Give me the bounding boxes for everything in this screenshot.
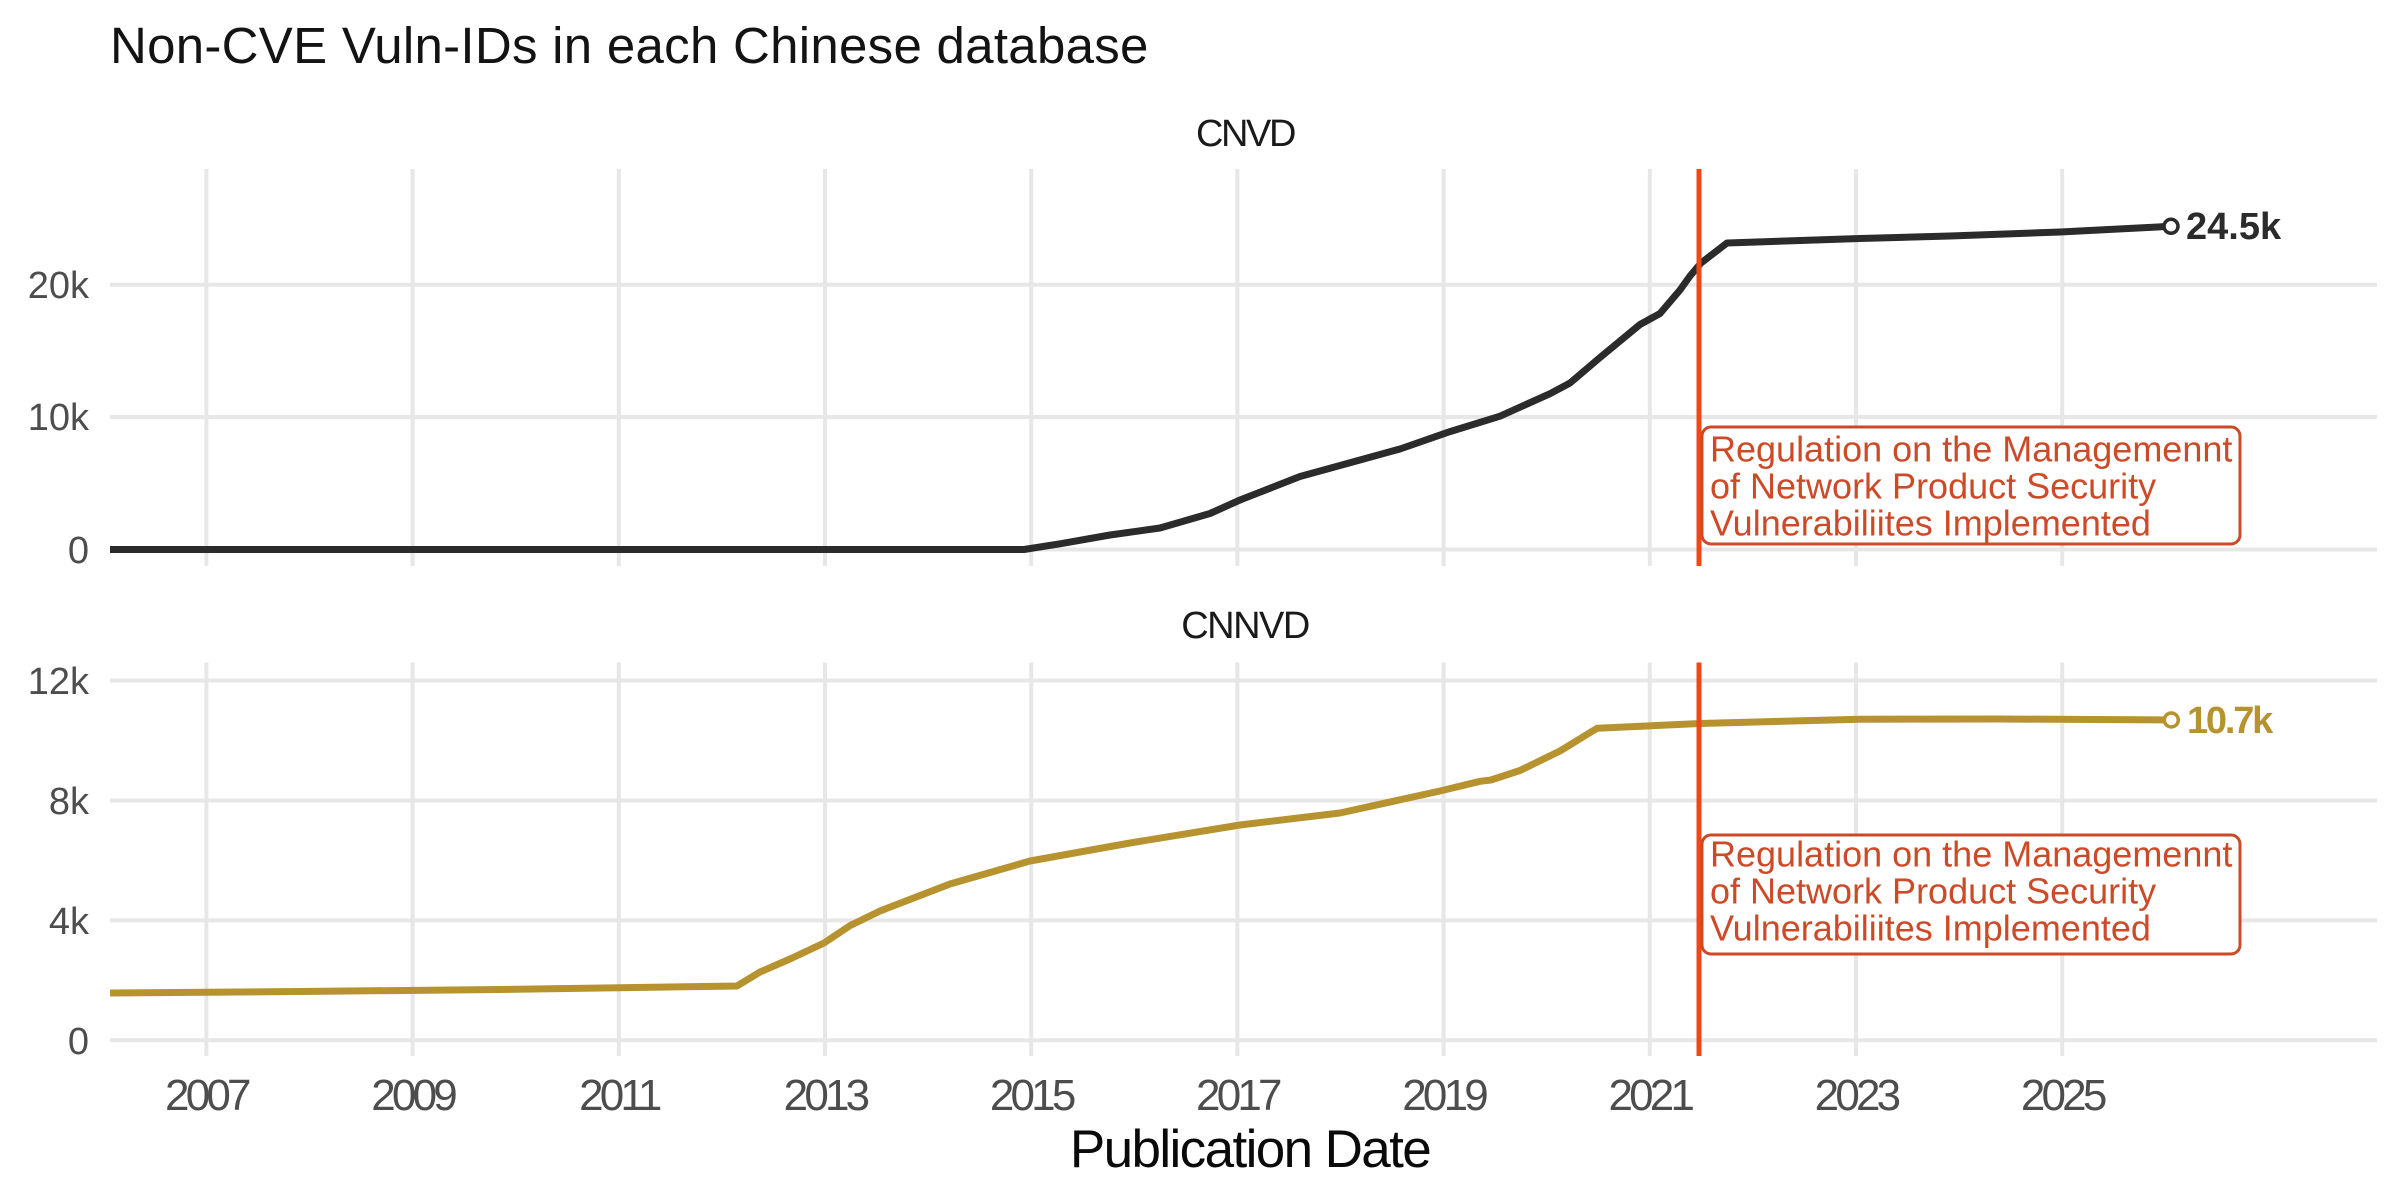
svg-text:20k: 20k	[28, 265, 90, 307]
svg-text:Non-CVE Vuln-IDs in each Chine: Non-CVE Vuln-IDs in each Chinese databas…	[110, 17, 1149, 74]
svg-text:2013: 2013	[784, 1071, 869, 1120]
svg-text:Publication Date: Publication Date	[1070, 1120, 1430, 1179]
svg-text:2009: 2009	[371, 1071, 456, 1120]
svg-text:24.5k: 24.5k	[2186, 206, 2282, 248]
svg-text:0: 0	[68, 530, 89, 572]
svg-text:Vulnerabiliites Implemented: Vulnerabiliites Implemented	[1710, 908, 2151, 949]
svg-text:2017: 2017	[1196, 1071, 1281, 1120]
svg-text:10k: 10k	[28, 397, 90, 439]
svg-text:10.7k: 10.7k	[2187, 700, 2274, 742]
svg-text:2019: 2019	[1402, 1071, 1487, 1120]
svg-text:2021: 2021	[1608, 1071, 1693, 1120]
svg-text:of Network Product Security: of Network Product Security	[1710, 466, 2156, 507]
svg-text:2015: 2015	[990, 1071, 1075, 1120]
svg-text:0: 0	[68, 1021, 89, 1063]
svg-text:CNNVD: CNNVD	[1181, 605, 1309, 647]
svg-text:Regulation on the Managemennt: Regulation on the Managemennt	[1710, 429, 2232, 470]
svg-text:Regulation on the Managemennt: Regulation on the Managemennt	[1710, 834, 2232, 875]
svg-text:2007: 2007	[165, 1071, 250, 1120]
svg-text:2025: 2025	[2021, 1071, 2106, 1120]
svg-text:Vulnerabiliites Implemented: Vulnerabiliites Implemented	[1710, 503, 2151, 544]
svg-text:8k: 8k	[49, 781, 90, 823]
svg-text:4k: 4k	[49, 901, 90, 943]
svg-text:2011: 2011	[579, 1071, 661, 1120]
svg-text:2023: 2023	[1815, 1071, 1900, 1120]
svg-text:CNVD: CNVD	[1196, 113, 1295, 155]
svg-text:of Network Product Security: of Network Product Security	[1710, 871, 2156, 912]
svg-text:12k: 12k	[28, 661, 90, 703]
